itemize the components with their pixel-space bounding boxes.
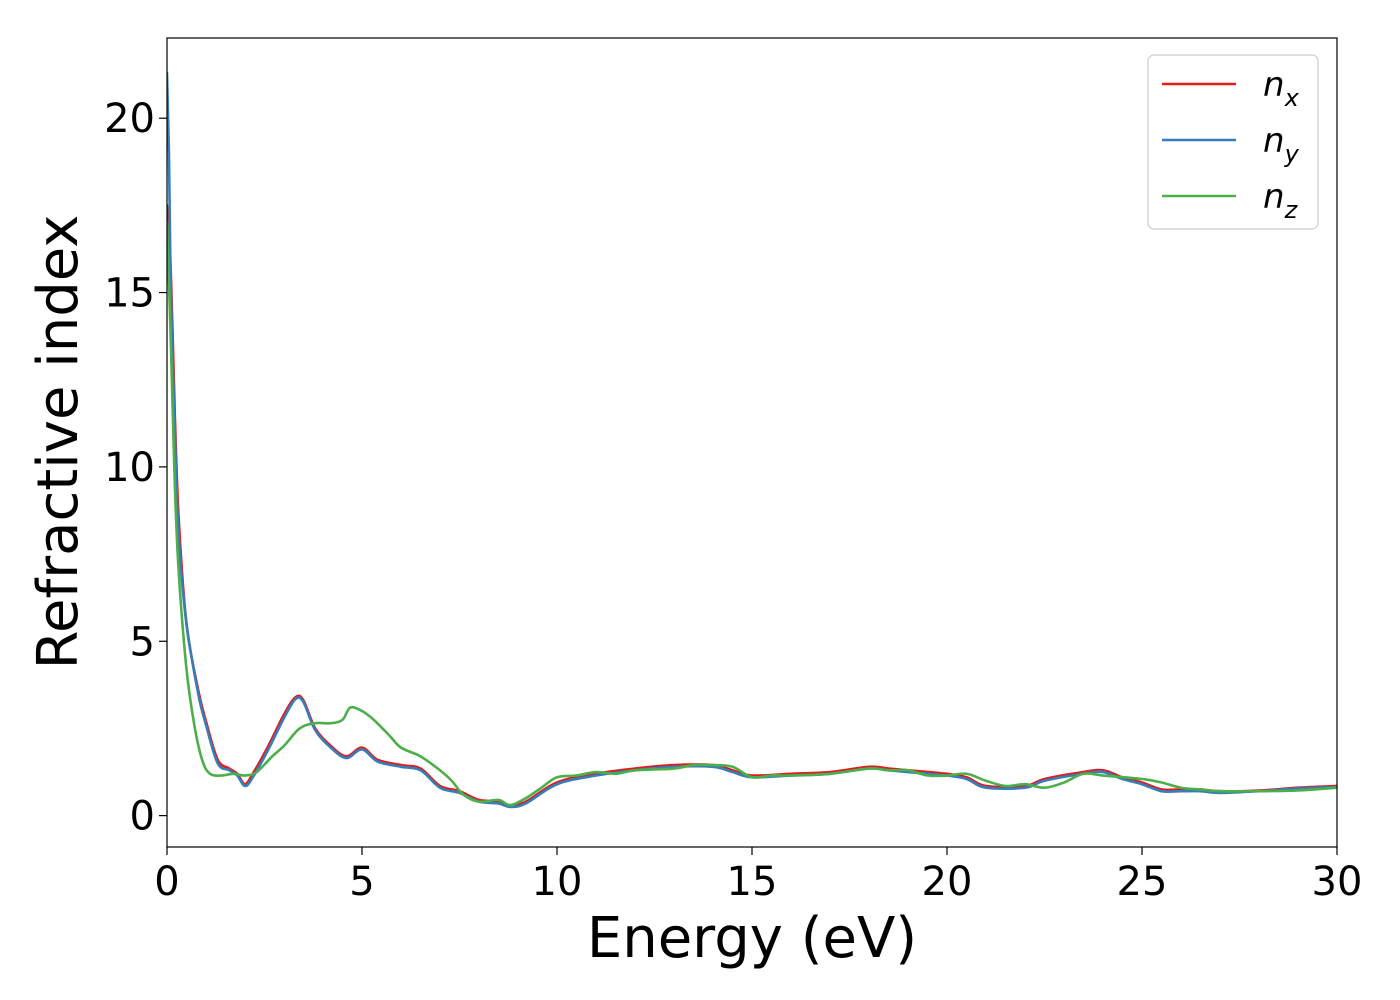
y-tick-label: 15	[104, 271, 155, 317]
x-tick-label: 0	[154, 859, 179, 905]
legend-label-base: n	[1263, 177, 1285, 217]
x-axis-ticks: 0 5 10 15 20 25 30	[154, 847, 1362, 905]
x-tick-label: 10	[532, 859, 583, 905]
x-tick-label: 5	[349, 859, 374, 905]
y-tick-label: 10	[104, 445, 155, 491]
series-line-z	[167, 221, 1337, 807]
legend-label-y: ny	[1263, 121, 1300, 168]
x-tick-label: 25	[1117, 859, 1168, 905]
x-tick-label: 30	[1312, 859, 1363, 905]
y-tick-label: 5	[130, 619, 155, 665]
series-layer	[167, 71, 1337, 809]
x-tick-label: 15	[727, 859, 778, 905]
y-tick-label: 0	[130, 794, 155, 840]
legend-label-base: n	[1263, 65, 1285, 105]
legend-label-x: nx	[1263, 65, 1300, 112]
legend-label-subscript: z	[1284, 196, 1299, 224]
x-axis-title: Energy (eV)	[587, 906, 917, 971]
y-axis-title: Refractive index	[26, 215, 91, 670]
legend-label-base: n	[1263, 121, 1285, 161]
legend-label-subscript: x	[1284, 84, 1300, 112]
y-axis-ticks: 0 5 10 15 20	[104, 96, 167, 840]
legend-box	[1147, 54, 1319, 230]
x-tick-label: 20	[922, 859, 973, 905]
legend-label-subscript: y	[1284, 140, 1300, 168]
y-tick-label: 20	[104, 96, 155, 142]
legend-label-z: nz	[1263, 177, 1299, 224]
